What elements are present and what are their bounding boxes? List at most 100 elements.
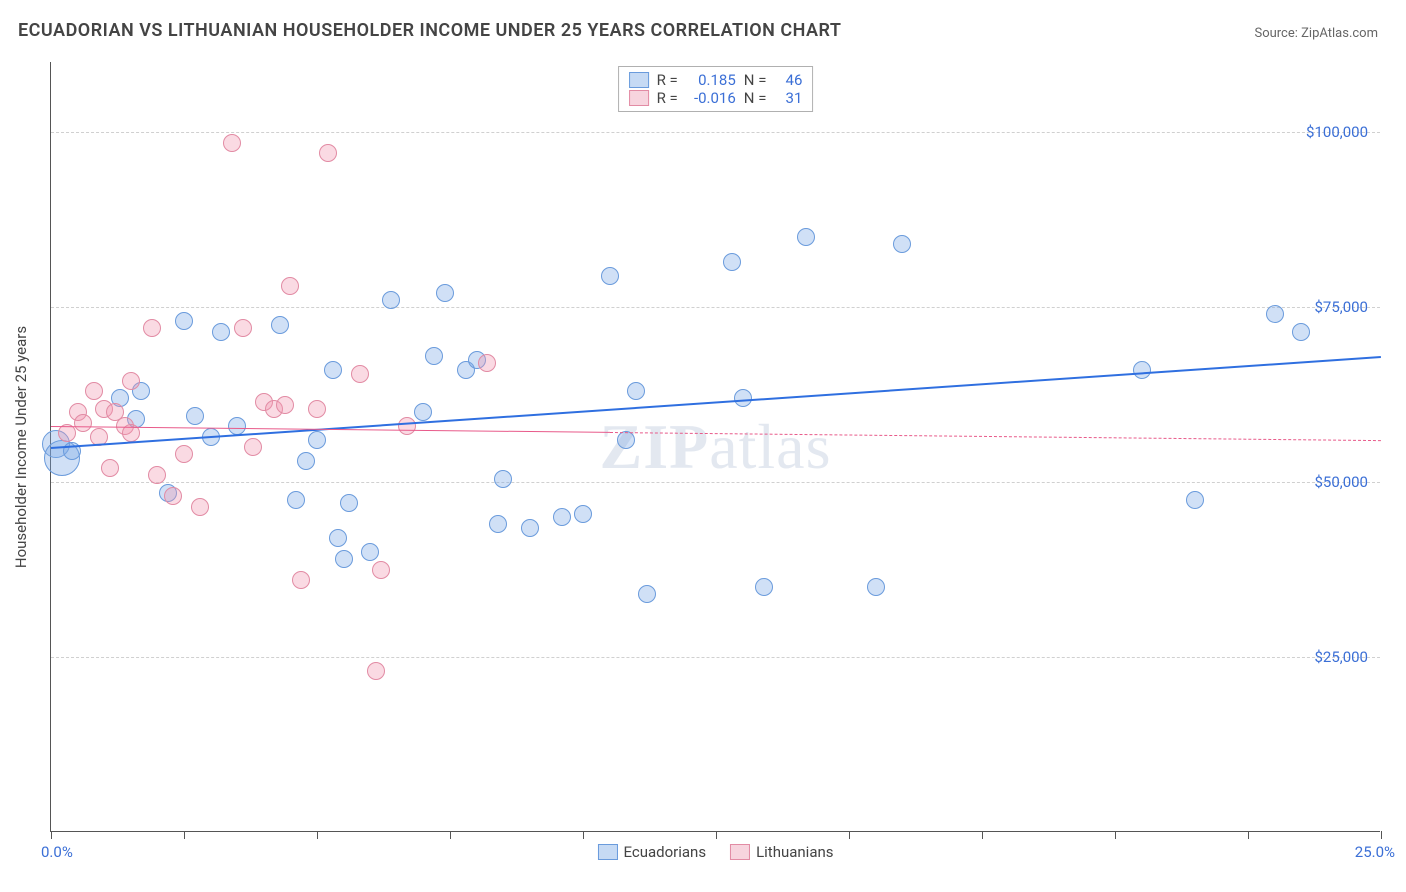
data-point: [234, 319, 252, 337]
data-point: [164, 487, 182, 505]
data-point: [521, 519, 539, 537]
data-point: [175, 445, 193, 463]
data-point: [414, 403, 432, 421]
data-point: [319, 144, 337, 162]
x-tick: [184, 831, 185, 839]
stat-n-label: N =: [744, 89, 767, 107]
data-point: [276, 396, 294, 414]
data-point: [244, 438, 262, 456]
data-point: [297, 452, 315, 470]
x-tick: [716, 831, 717, 839]
data-point: [734, 389, 752, 407]
data-point: [1266, 305, 1284, 323]
y-axis-title: Householder Income Under 25 years: [12, 325, 30, 567]
regression-line: [51, 356, 1381, 449]
data-point: [1133, 361, 1151, 379]
x-tick: [1115, 831, 1116, 839]
data-point: [638, 585, 656, 603]
data-point: [85, 382, 103, 400]
watermark: ZIPatlas: [600, 410, 832, 484]
chart-title: ECUADORIAN VS LITHUANIAN HOUSEHOLDER INC…: [18, 20, 842, 41]
regression-line: [610, 432, 1381, 441]
correlation-stats-box: R = 0.185 N = 46R = -0.016 N = 31: [618, 66, 814, 112]
data-point: [271, 316, 289, 334]
data-point: [372, 561, 390, 579]
data-point: [478, 354, 496, 372]
data-point: [351, 365, 369, 383]
data-point: [122, 372, 140, 390]
x-tick: [450, 831, 451, 839]
data-point: [627, 382, 645, 400]
x-tick: [583, 831, 584, 839]
y-tick-label: $100,000: [1306, 123, 1368, 141]
gridline: [51, 307, 1380, 308]
data-point: [382, 291, 400, 309]
gridline: [51, 657, 1380, 658]
x-tick: [1381, 831, 1382, 839]
data-point: [335, 550, 353, 568]
gridline: [51, 132, 1380, 133]
data-point: [292, 571, 310, 589]
y-tick-label: $75,000: [1314, 298, 1368, 316]
y-tick-label: $50,000: [1314, 473, 1368, 491]
data-point: [101, 459, 119, 477]
x-tick: [317, 831, 318, 839]
stat-r-value: -0.016: [686, 89, 736, 107]
data-point: [329, 529, 347, 547]
data-point: [361, 543, 379, 561]
data-point: [148, 466, 166, 484]
data-point: [723, 253, 741, 271]
legend-item: Ecuadorians: [597, 843, 706, 861]
data-point: [867, 578, 885, 596]
data-point: [617, 431, 635, 449]
stat-n-label: N =: [744, 71, 767, 89]
stat-n-value: 31: [774, 89, 802, 107]
x-axis-min-label: 0.0%: [41, 843, 73, 861]
data-point: [489, 515, 507, 533]
x-axis-max-label: 25.0%: [1355, 843, 1395, 861]
y-tick-label: $25,000: [1314, 648, 1368, 666]
series-legend: Ecuadorians Lithuanians: [597, 843, 833, 861]
data-point: [143, 319, 161, 337]
data-point: [494, 470, 512, 488]
data-point: [191, 498, 209, 516]
data-point: [340, 494, 358, 512]
data-point: [436, 284, 454, 302]
series-swatch: [629, 90, 649, 106]
data-point: [223, 134, 241, 152]
data-point: [175, 312, 193, 330]
data-point: [893, 235, 911, 253]
data-point: [1292, 323, 1310, 341]
legend-swatch: [597, 844, 617, 860]
data-point: [367, 662, 385, 680]
scatter-plot: Householder Income Under 25 years ZIPatl…: [50, 62, 1380, 832]
x-tick: [51, 831, 52, 839]
legend-label: Lithuanians: [756, 843, 833, 861]
data-point: [287, 491, 305, 509]
x-tick: [1248, 831, 1249, 839]
x-tick: [982, 831, 983, 839]
data-point: [212, 323, 230, 341]
gridline: [51, 482, 1380, 483]
source-label: Source: ZipAtlas.com: [1254, 26, 1378, 41]
data-point: [574, 505, 592, 523]
data-point: [425, 347, 443, 365]
stat-n-value: 46: [774, 71, 802, 89]
data-point: [308, 431, 326, 449]
data-point: [186, 407, 204, 425]
data-point: [553, 508, 571, 526]
data-point: [797, 228, 815, 246]
stats-row: R = 0.185 N = 46: [629, 71, 803, 89]
series-swatch: [629, 72, 649, 88]
data-point: [1186, 491, 1204, 509]
stat-r-value: 0.185: [686, 71, 736, 89]
stat-r-label: R =: [657, 71, 678, 89]
data-point: [228, 417, 246, 435]
data-point: [324, 361, 342, 379]
data-point: [308, 400, 326, 418]
data-point: [74, 414, 92, 432]
data-point: [281, 277, 299, 295]
data-point: [755, 578, 773, 596]
x-tick: [849, 831, 850, 839]
legend-swatch: [730, 844, 750, 860]
